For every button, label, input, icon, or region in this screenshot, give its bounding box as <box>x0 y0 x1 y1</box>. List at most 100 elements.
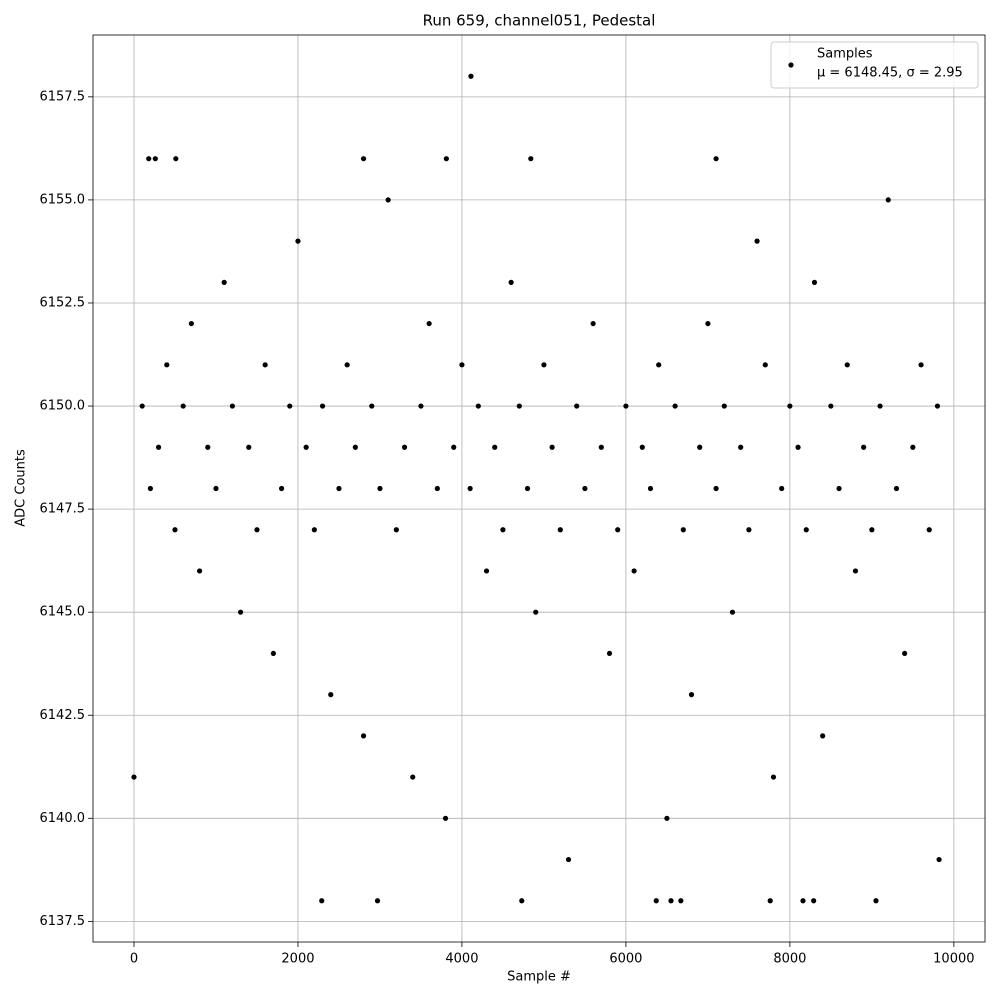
point <box>180 403 186 409</box>
point <box>369 403 375 409</box>
point <box>787 403 793 409</box>
point <box>713 156 719 162</box>
y-tick-label: 6140.0 <box>40 811 86 826</box>
y-tick-label: 6137.5 <box>40 914 86 929</box>
point <box>374 898 381 904</box>
point <box>172 527 178 533</box>
point <box>738 444 744 450</box>
point <box>721 403 727 409</box>
point <box>688 692 695 698</box>
point <box>820 733 826 739</box>
y-tick-label: 6145.0 <box>40 605 86 620</box>
point <box>336 485 342 492</box>
legend-marker <box>788 62 794 68</box>
point <box>516 403 522 409</box>
point <box>328 692 334 698</box>
point <box>254 527 260 533</box>
point <box>902 650 908 657</box>
point <box>877 403 883 409</box>
point <box>885 197 891 203</box>
y-tick-label: 6147.5 <box>40 502 86 517</box>
point <box>598 444 604 450</box>
point <box>442 815 449 821</box>
point <box>653 898 659 904</box>
point <box>468 73 474 79</box>
x-tick-label: 6000 <box>609 952 642 967</box>
point <box>639 444 645 450</box>
point <box>344 362 350 368</box>
point <box>893 485 900 492</box>
point <box>319 898 325 904</box>
point <box>811 898 817 904</box>
point <box>713 485 719 492</box>
point <box>762 362 768 368</box>
y-tick-label: 6150.0 <box>40 399 86 414</box>
point <box>500 527 506 533</box>
point <box>196 568 203 574</box>
point <box>926 527 932 533</box>
point <box>541 362 547 368</box>
point <box>303 444 309 450</box>
point <box>418 403 424 409</box>
point <box>377 485 383 492</box>
point <box>443 156 449 162</box>
point <box>936 856 942 863</box>
point <box>508 279 514 285</box>
point <box>524 485 531 492</box>
point <box>278 485 285 492</box>
point <box>557 527 563 533</box>
point <box>451 444 457 450</box>
point <box>668 898 674 904</box>
point <box>767 898 773 904</box>
x-axis-label: Sample # <box>507 970 571 985</box>
legend-label: Samples <box>817 47 873 62</box>
point <box>754 238 760 244</box>
point <box>844 362 850 368</box>
point <box>528 156 534 162</box>
point <box>205 444 211 450</box>
point <box>828 403 834 409</box>
point <box>519 898 525 904</box>
x-tick-label: 0 <box>130 952 138 967</box>
point <box>680 527 686 533</box>
point <box>852 568 859 574</box>
point <box>319 403 326 409</box>
y-axis-label: ADC Counts <box>14 449 29 527</box>
point <box>664 815 670 821</box>
point <box>237 609 244 615</box>
point <box>164 362 170 368</box>
y-tick-label: 6157.5 <box>40 89 86 104</box>
point <box>918 362 924 368</box>
legend-box <box>770 41 979 89</box>
plot-frame <box>92 34 986 943</box>
point <box>533 609 539 615</box>
point <box>869 527 875 533</box>
point <box>483 568 490 574</box>
legend-note: μ = 6148.45, σ = 2.95 <box>817 66 963 81</box>
point <box>131 774 137 780</box>
point <box>360 156 367 162</box>
x-tick-label: 10000 <box>933 952 974 967</box>
point <box>770 774 777 780</box>
point <box>393 527 399 533</box>
point <box>565 856 572 863</box>
point <box>262 362 268 368</box>
point <box>311 527 317 533</box>
point <box>697 444 703 450</box>
point <box>270 650 276 657</box>
point <box>678 898 684 904</box>
point <box>213 485 219 492</box>
y-tick-label: 6155.0 <box>40 192 86 207</box>
point <box>426 320 432 327</box>
point <box>800 898 806 904</box>
point <box>934 403 941 409</box>
point <box>410 774 416 780</box>
point <box>221 279 227 285</box>
point <box>475 403 481 409</box>
point <box>836 485 842 492</box>
point <box>705 320 711 327</box>
point <box>147 485 153 492</box>
point <box>795 444 801 450</box>
point <box>623 403 629 409</box>
x-tick-label: 2000 <box>281 952 314 967</box>
